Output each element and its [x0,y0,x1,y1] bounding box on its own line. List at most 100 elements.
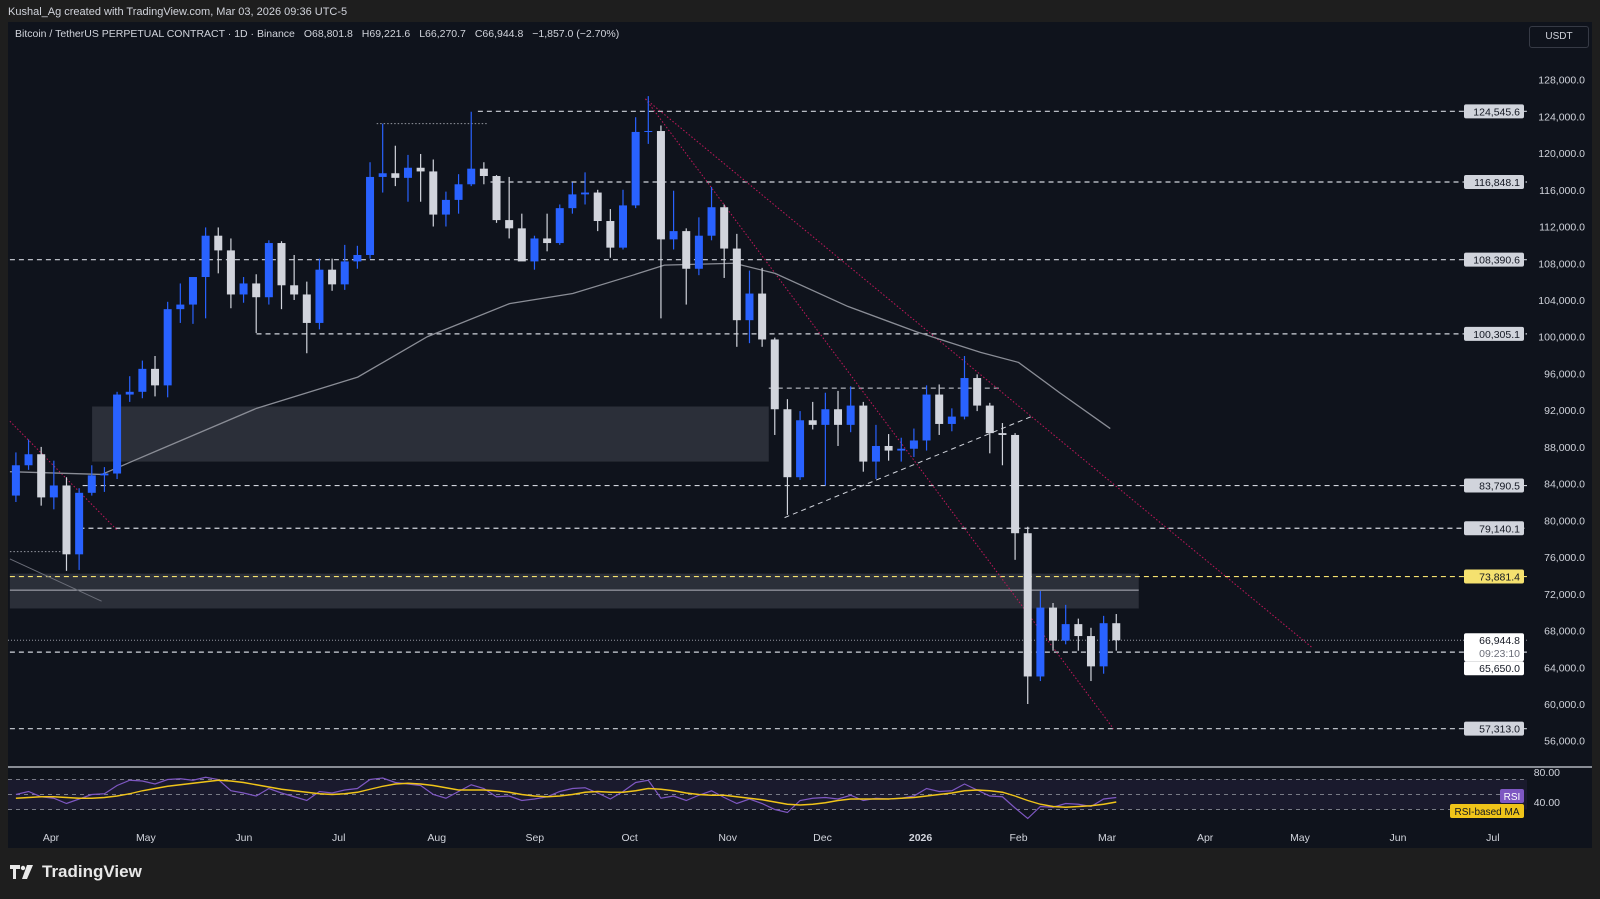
price-axis-tick: 124,000.0 [1538,111,1585,123]
price-axis-tick: 72,000.0 [1544,589,1585,601]
candle-body [720,207,729,249]
candle-body [656,131,665,240]
candle-body [429,171,438,215]
candle [998,423,1007,466]
candle [884,434,893,461]
candle [871,424,880,480]
candle-body [176,304,185,310]
time-axis-tick: Jun [235,832,252,844]
candle-body [707,207,716,236]
candle-body [1049,607,1058,641]
candle [606,209,615,258]
candle-body [125,391,134,395]
candle-body [758,293,767,340]
candle-body [770,339,779,410]
candle [11,452,20,502]
candle-body [315,269,324,323]
candle-body [834,409,843,425]
candle-body [960,378,969,417]
rsi-line [15,776,1117,820]
price-axis-tick: 64,000.0 [1544,662,1585,674]
candle-body [378,173,387,177]
level-price-tag-bg [1464,175,1524,190]
candle-body [973,378,982,406]
rsi-ma-line [15,779,1117,808]
candle [176,283,185,323]
candle [391,145,400,187]
price-axis-tick: 60,000.0 [1544,699,1585,711]
level-price-tag-bg [1464,661,1524,676]
candle [897,437,906,462]
candle [720,204,729,278]
level-price-tag-bg [1464,569,1524,584]
price-axis-tick: 128,000.0 [1538,75,1585,87]
candle-body [517,228,526,262]
zone-box [92,406,769,462]
time-axis-tick: 2026 [909,832,933,844]
candle-body [201,235,210,278]
level-price-tag: 124,545.6 [1473,106,1520,118]
candle [75,488,84,570]
price-axis-tick: 80,000.0 [1544,515,1585,527]
time-axis-tick: Apr [43,832,60,844]
time-axis-tick: Apr [1197,832,1214,844]
candle [770,337,779,435]
candle [87,465,96,496]
candle-body [62,485,71,555]
candle-body [239,283,248,295]
candle [568,182,577,214]
candle-body [694,235,703,269]
candle-body [909,440,918,449]
candle [201,227,210,319]
candle [1086,627,1095,682]
candle-body [1086,636,1095,667]
candle-body [100,473,109,476]
candle [252,274,261,334]
currency-selector[interactable]: USDT [1529,26,1589,48]
candle-body [391,173,400,178]
trendline [9,558,102,602]
candle-body [998,433,1007,435]
candle [429,159,438,227]
ohlc-low: L66,270.7 [419,28,466,40]
candle-body [568,194,577,209]
candle-body [416,167,425,172]
level-price-tag-bg [1464,104,1524,119]
price-axis-tick: 76,000.0 [1544,552,1585,564]
time-axis-tick: Mar [1098,832,1117,844]
candle-body [581,192,590,195]
candle-body [252,283,261,298]
candle [441,191,450,227]
candle-body [1074,624,1083,637]
candle [732,233,741,347]
candle-body [11,465,20,496]
candle-body [922,394,931,441]
level-price-tag: 100,305.1 [1473,329,1520,341]
candle [214,227,223,274]
candle-body [593,192,602,222]
candle-body [151,368,160,386]
candle-body [340,261,349,285]
level-price-tag: 108,390.6 [1473,255,1520,267]
candle [1049,603,1058,651]
candle-body [328,269,337,285]
candle-body [403,167,412,178]
candle [593,189,602,232]
level-price-tag-bg [1464,521,1524,536]
candle [290,254,299,300]
candle-body [441,199,450,215]
candle-body [163,309,172,386]
candle-body [1023,533,1032,677]
candle-body [606,221,615,248]
candle [682,228,691,305]
candle-body [492,176,501,221]
candle [821,392,830,486]
candle-body [884,445,893,451]
symbol-title[interactable]: Bitcoin / TetherUS PERPETUAL CONTRACT · … [15,28,295,40]
candle [403,154,412,202]
candle-body [1061,624,1070,641]
candle-body [808,420,817,425]
candle [846,386,855,433]
candle-body [353,254,362,262]
